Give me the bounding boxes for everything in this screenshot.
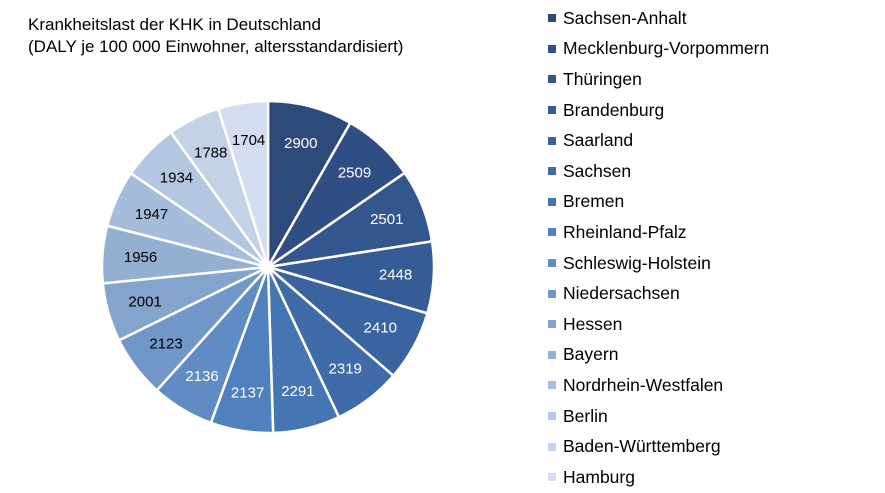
data-label-bayern: 1956 — [124, 249, 157, 266]
data-label-niedersachsen: 2123 — [149, 336, 182, 353]
legend-item-niedersachsen: Niedersachsen — [548, 278, 878, 309]
legend-swatch — [548, 289, 556, 298]
chart-legend: Sachsen-Anhalt Mecklenburg-Vorpommern Thür… — [548, 3, 878, 493]
legend-item-sachsen-anhalt: Sachsen-Anhalt — [548, 3, 878, 34]
pie-slices — [100, 99, 436, 435]
legend-item-thueringen: Thüringen — [548, 64, 878, 95]
legend-item-hessen: Hessen — [548, 309, 878, 340]
legend-swatch — [548, 473, 556, 482]
legend-swatch — [548, 136, 556, 145]
legend-swatch — [548, 106, 556, 115]
data-label-hessen: 2001 — [128, 294, 161, 311]
data-label-schleswig-holstein: 2136 — [185, 368, 218, 385]
legend-label: Hamburg — [563, 466, 635, 487]
legend-label: Sachsen-Anhalt — [563, 7, 687, 28]
legend-item-saarland: Saarland — [548, 125, 878, 156]
legend-item-baden-wuerttemberg: Baden-Württemberg — [548, 431, 878, 462]
legend-item-mecklenburg-vorpommern: Mecklenburg-Vorpommern — [548, 34, 878, 65]
legend-label: Mecklenburg-Vorpommern — [563, 38, 770, 59]
legend-label: Baden-Württemberg — [563, 436, 721, 457]
legend-label: Bayern — [563, 344, 619, 365]
legend-label: Brandenburg — [563, 99, 665, 120]
legend-item-bayern: Bayern — [548, 340, 878, 371]
legend-label: Nordrhein-Westfalen — [563, 374, 724, 395]
pie-chart: 2900 2509 2501 2448 2410 2319 2291 2137 21362123… — [100, 99, 436, 435]
data-label-baden-wuerttemberg: 1788 — [194, 144, 227, 161]
legend-item-hamburg: Hamburg — [548, 462, 878, 493]
legend-label: Saarland — [563, 130, 634, 151]
legend-swatch — [548, 44, 556, 53]
pie-data-labels: 2900 2509 2501 2448 2410 2319 2291 2137 21362123… — [124, 132, 412, 402]
legend-label: Niedersachsen — [563, 283, 680, 304]
legend-item-schleswig-holstein: Schleswig-Holstein — [548, 248, 878, 279]
data-label-hamburg: 1704 — [232, 132, 265, 149]
data-label-nordrhein-westfalen: 1947 — [135, 206, 168, 223]
legend-swatch — [548, 381, 556, 390]
legend-swatch — [548, 167, 556, 176]
legend-swatch — [548, 259, 556, 268]
data-label-sachsen-anhalt: 2900 — [284, 135, 317, 152]
legend-swatch — [548, 197, 556, 206]
data-label-brandenburg: 2448 — [379, 267, 412, 284]
data-label-berlin: 1934 — [160, 169, 193, 186]
data-label-mecklenburg-vorpommern: 2509 — [338, 164, 371, 181]
chart-title: Krankheitslast der KHK in Deutschland — [28, 15, 321, 34]
data-label-sachsen: 2319 — [329, 360, 362, 377]
legend-item-sachsen: Sachsen — [548, 156, 878, 187]
legend-label: Thüringen — [563, 68, 642, 89]
legend-swatch — [548, 228, 556, 237]
legend-label: Berlin — [563, 405, 608, 426]
legend-swatch — [548, 442, 556, 451]
data-label-bremen: 2291 — [281, 383, 314, 400]
data-label-thueringen: 2501 — [370, 211, 403, 228]
legend-label: Sachsen — [563, 160, 632, 181]
data-label-saarland: 2410 — [364, 320, 397, 337]
legend-item-rheinland-pfalz: Rheinland-Pfalz — [548, 217, 878, 248]
legend-item-nordrhein-westfalen: Nordrhein-Westfalen — [548, 370, 878, 401]
legend-swatch — [548, 412, 556, 421]
legend-swatch — [548, 350, 556, 359]
legend-swatch — [548, 320, 556, 329]
legend-swatch — [548, 14, 556, 23]
pie-slice-sachsen-anhalt — [266, 99, 352, 269]
chart-subtitle: (DALY je 100 000 Einwohner, altersstanda… — [28, 37, 404, 56]
pie-slice-hamburg — [216, 99, 270, 269]
legend-item-berlin: Berlin — [548, 401, 878, 432]
legend-item-bremen: Bremen — [548, 187, 878, 218]
chart-title-block: Krankheitslast der KHK in Deutschland (D… — [28, 14, 403, 58]
data-label-rheinland-pfalz: 2137 — [231, 385, 264, 402]
legend-label: Bremen — [563, 191, 625, 212]
legend-label: Rheinland-Pfalz — [563, 221, 687, 242]
legend-item-brandenburg: Brandenburg — [548, 95, 878, 126]
legend-label: Hessen — [563, 313, 623, 334]
legend-label: Schleswig-Holstein — [563, 252, 711, 273]
legend-swatch — [548, 75, 556, 84]
